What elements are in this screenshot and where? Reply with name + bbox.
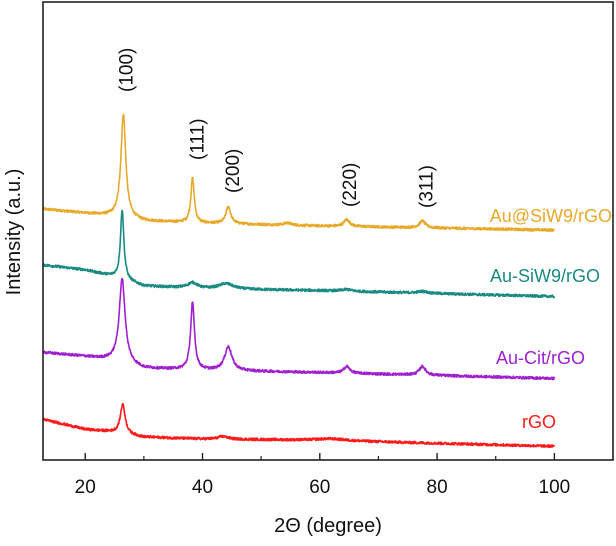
x-axis: 20 40 60 80 100 [75, 453, 614, 498]
x-tick-label: 80 [427, 477, 448, 498]
peak-label: (311) [416, 165, 437, 208]
series-line-rgo [42, 403, 556, 449]
series-label: Au@SiW9/rGO [490, 206, 612, 226]
series-line-au-siw9-rgo [42, 209, 556, 299]
series-layer [42, 113, 556, 449]
peak-label: (111) [188, 118, 209, 160]
peak-label: (100) [117, 48, 138, 92]
x-tick-label: 60 [309, 477, 330, 498]
series-label: rGO [522, 412, 556, 432]
series-labels: Au@SiW9/rGO Au-SiW9/rGO Au-Cit/rGO rGO [490, 206, 612, 432]
x-tick-label: 100 [539, 477, 571, 498]
series-line-au-siw9-rgo [42, 113, 556, 232]
series-label: Au-SiW9/rGO [490, 266, 600, 286]
series-label: Au-Cit/rGO [496, 348, 585, 368]
peak-labels: (100) (111) (200) (220) (311) [117, 48, 438, 208]
x-tick-label: 20 [75, 477, 96, 498]
y-axis-title: Intensity (a.u.) [3, 169, 25, 296]
peak-label: (200) [223, 149, 244, 193]
peak-label: (220) [340, 163, 361, 207]
series-line-au-cit-rgo [42, 278, 556, 381]
x-axis-title: 2Θ (degree) [274, 515, 382, 537]
x-tick-label: 40 [192, 477, 213, 498]
plot-frame [42, 1, 614, 461]
